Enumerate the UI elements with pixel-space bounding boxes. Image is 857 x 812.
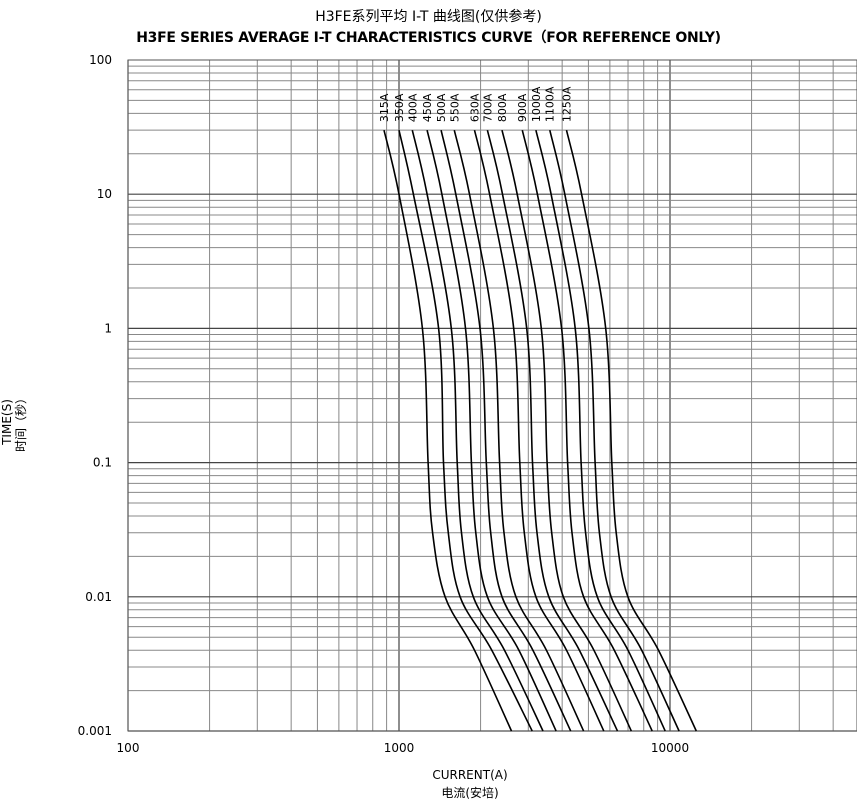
curve-500A <box>440 130 572 732</box>
curve-350A <box>398 130 533 732</box>
curve-630A <box>473 130 605 732</box>
series-label-350A: 350A <box>393 93 406 122</box>
y-tick-label: 0.01 <box>85 590 112 604</box>
tick-labels: 100 1000 10000 100 10 1 0.1 0.01 0.001 <box>78 53 689 755</box>
series-label-900A: 900A <box>516 93 529 122</box>
curve-800A <box>501 130 633 732</box>
curve-450A <box>426 130 557 732</box>
y-tick-label: 0.001 <box>78 724 112 738</box>
series-labels: 315A 350A 400A 450A 500A 550A 630A 700A 800A 900A… <box>378 86 574 122</box>
title-chinese: H3FE系列平均 I-T 曲线图(仅供参考) <box>315 9 542 25</box>
y-axis-label-cn: 时间（秒） <box>14 392 28 453</box>
series-label-450A: 450A <box>421 93 434 122</box>
series-label-315A: 315A <box>378 93 391 122</box>
series-label-700A: 700A <box>481 93 494 122</box>
curve-900A <box>521 130 653 732</box>
curves <box>383 130 698 732</box>
y-tick-label: 10 <box>97 187 112 201</box>
curve-1100A <box>549 130 680 732</box>
x-axis-label-cn: 电流(安培) <box>441 786 499 800</box>
x-tick-label: 100 <box>117 741 140 755</box>
y-axis-label-en: TIME(S) <box>0 399 14 445</box>
curve-315A <box>383 130 513 732</box>
curve-550A <box>453 130 585 732</box>
series-label-1100A: 1100A <box>544 86 557 122</box>
y-tick-label: 100 <box>89 53 112 67</box>
title-english: H3FE SERIES AVERAGE I-T CHARACTERISTICS … <box>136 30 721 46</box>
series-label-500A: 500A <box>435 93 448 122</box>
series-label-550A: 550A <box>448 93 461 122</box>
y-tick-label: 0.1 <box>93 456 112 470</box>
curve-700A <box>486 130 619 732</box>
series-label-400A: 400A <box>406 93 419 122</box>
curve-1250A <box>565 130 698 732</box>
curve-1000A <box>535 130 666 732</box>
y-axis-label: TIME(S) 时间（秒） <box>0 362 28 482</box>
y-tick-label: 1 <box>104 321 112 335</box>
grid-lines <box>127 60 857 732</box>
series-label-1000A: 1000A <box>530 86 543 122</box>
series-label-1250A: 1250A <box>560 86 573 122</box>
x-tick-label: 1000 <box>384 741 415 755</box>
x-axis-label-en: CURRENT(A) <box>432 768 508 782</box>
plot-frame <box>127 59 857 732</box>
curve-400A <box>411 130 544 732</box>
series-label-630A: 630A <box>469 93 482 122</box>
series-label-800A: 800A <box>496 93 509 122</box>
x-tick-label: 10000 <box>651 741 689 755</box>
